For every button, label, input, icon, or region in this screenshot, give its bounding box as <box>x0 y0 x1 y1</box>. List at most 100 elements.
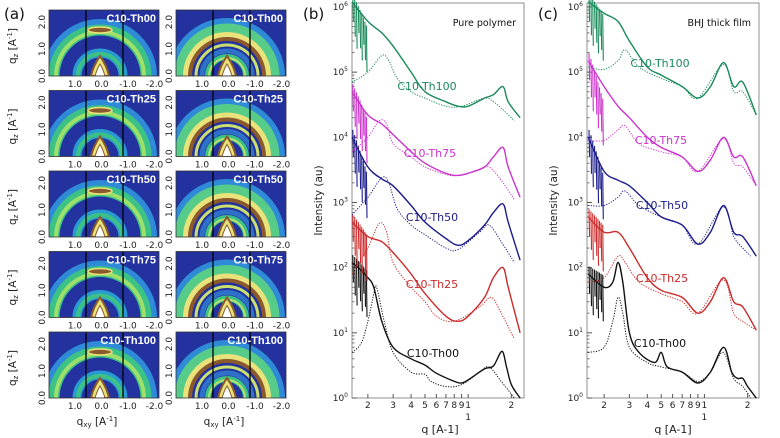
giwaxs-map-polymer-c10-th25 <box>49 90 159 157</box>
y-tick-label: 106 <box>333 1 348 13</box>
sample-label: C10-Th00 <box>106 13 156 25</box>
y-tick-label: 1.0 <box>165 203 175 218</box>
series-label: C10-Th00 <box>634 337 686 350</box>
giwaxs-map-polymer-c10-th00 <box>49 10 159 76</box>
giwaxs-map-polymer-c10-th50 <box>49 171 159 237</box>
x-tick-label: -2.0 <box>146 402 164 412</box>
x-tick-label: 0.0 <box>94 241 109 251</box>
x-tick-label: -2.0 <box>273 161 291 171</box>
noise-spikes <box>588 129 604 220</box>
y-tick-label: 2.0 <box>38 176 48 191</box>
bragg-spot <box>87 106 113 115</box>
x-tick-label: 0.0 <box>221 402 236 412</box>
y-tick-label: 0.0 <box>165 230 175 245</box>
x-tick-label: -1.0 <box>246 402 264 412</box>
y-tick-label: 0.0 <box>38 391 48 406</box>
y-tick-label: 0.0 <box>165 391 175 406</box>
y-tick-label: 1.0 <box>38 364 48 379</box>
giwaxs-map-blend-c10-th00 <box>176 10 286 76</box>
noise-spikes <box>588 53 604 146</box>
dotted-curve <box>351 176 515 263</box>
series-label: C10-Th100 <box>630 57 689 70</box>
solid-curve <box>587 261 757 399</box>
chart-title: Pure polymer <box>453 18 516 29</box>
series-label: C10-Th100 <box>397 80 456 93</box>
solid-curve <box>587 216 757 331</box>
solid-curve <box>351 91 521 198</box>
y-tick-label: 100 <box>568 392 583 404</box>
x-tick-label: 1.0 <box>195 322 210 332</box>
x-tick-label: 1.0 <box>68 322 83 332</box>
bragg-spot <box>87 26 113 34</box>
x-tick-label: 1.0 <box>68 161 83 171</box>
y-tick-label: 0.0 <box>38 310 48 325</box>
sample-label: C10-Th75 <box>233 255 283 267</box>
sample-label: C10-Th100 <box>100 335 156 347</box>
x-tick-label: 0.0 <box>221 241 236 251</box>
x-tick-label: 1.0 <box>68 80 83 90</box>
y-tick-label: 1.0 <box>38 122 48 137</box>
sample-label: C10-Th75 <box>106 255 156 267</box>
x-tick-label: -2.0 <box>146 241 164 251</box>
series-label: C10-Th25 <box>636 272 688 285</box>
qxy-axis-label-right: qxy [A-1] <box>204 415 245 429</box>
solid-curve <box>587 1 757 116</box>
y-tick-label: 1.0 <box>165 122 175 137</box>
dotted-curve <box>588 296 752 399</box>
y-tick-label: 0.0 <box>165 69 175 84</box>
y-tick-label: 0.0 <box>38 69 48 84</box>
x-tick-label: 1.0 <box>68 402 83 412</box>
noise-spikes <box>352 255 368 318</box>
dotted-curve <box>351 119 515 201</box>
dotted-curve <box>588 124 757 187</box>
dotted-curve <box>351 222 515 340</box>
giwaxs-map-blend-c10-th75 <box>176 251 286 318</box>
qz-axis-label: qz [A-1] <box>6 189 20 225</box>
bragg-spot <box>87 348 113 356</box>
qxy-axis-label-left: qxy [A-1] <box>77 415 118 429</box>
solid-curve <box>351 1 521 119</box>
y-tick-label: 2.0 <box>165 15 175 30</box>
x-tick-label: 4 <box>644 401 650 411</box>
chart-b: (b) Pure polymer 100 101 102 103 104 105 106 2 3 4 5… <box>303 0 525 423</box>
sample-label: C10-Th100 <box>227 335 283 347</box>
x-tick-label: -1.0 <box>246 322 264 332</box>
bragg-spot <box>87 267 113 276</box>
x-tick-label: -2.0 <box>146 322 164 332</box>
y-tick-label: 2.0 <box>165 337 175 352</box>
x-tick-label: 3 <box>627 401 633 411</box>
x-tick-label: 5 <box>422 401 428 411</box>
series-label: C10-Th25 <box>406 278 458 291</box>
x-tick-label: 2 <box>508 401 514 411</box>
x-tick-label: 1.0 <box>68 241 83 251</box>
y-tick-label: 0.0 <box>38 149 48 164</box>
x-decade-label: 1 <box>465 413 471 423</box>
x-tick-label: 1 <box>465 401 471 411</box>
sample-label: C10-Th50 <box>106 174 156 186</box>
x-tick-label: 1.0 <box>195 402 210 412</box>
solid-curve <box>351 136 521 261</box>
y-tick-label: 0.0 <box>165 149 175 164</box>
x-tick-label: -1.0 <box>246 241 264 251</box>
y-tick-label: 2.0 <box>165 176 175 191</box>
series-c10-th100: C10-Th100 <box>351 0 521 122</box>
y-tick-label: 104 <box>333 131 348 143</box>
plot-frame <box>351 2 525 399</box>
noise-spikes <box>352 0 368 73</box>
y-axis-label: Intensity (au) <box>548 165 560 235</box>
giwaxs-map-polymer-c10-th75 <box>49 251 159 318</box>
x-tick-label: -1.0 <box>119 241 137 251</box>
noise-spikes <box>588 266 604 322</box>
x-tick-label: 6 <box>433 401 439 411</box>
x-tick-label: -2.0 <box>146 161 164 171</box>
giwaxs-map-blend-c10-th50 <box>176 171 286 237</box>
solid-curve <box>587 60 757 187</box>
qz-axis-label: qz [A-1] <box>6 269 20 305</box>
panel-a-label: (a) <box>4 5 25 23</box>
y-tick-label: 106 <box>568 1 583 13</box>
y-tick-label: 100 <box>333 392 348 404</box>
x-tick-label: -1.0 <box>246 161 264 171</box>
panel-c-label: (c) <box>538 5 558 23</box>
giwaxs-map-blend-c10-th25 <box>176 90 286 157</box>
dotted-curve <box>351 54 515 122</box>
